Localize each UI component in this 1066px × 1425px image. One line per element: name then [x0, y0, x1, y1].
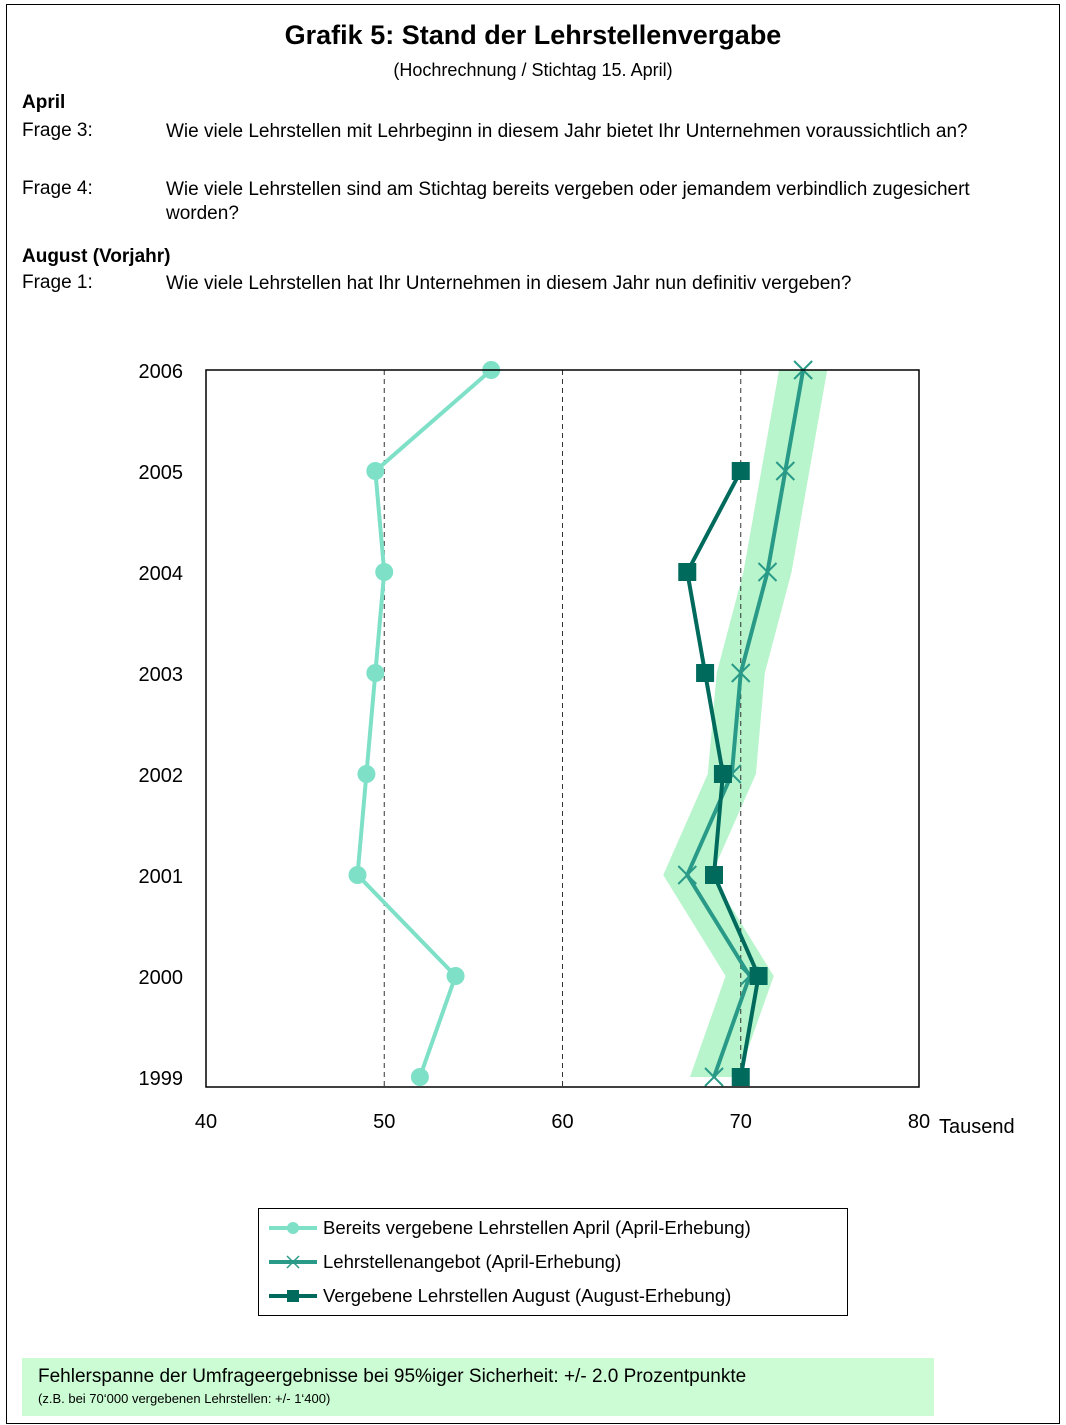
- legend-square-marker-icon: [269, 1290, 317, 1302]
- year-label-2005: 2005: [139, 462, 184, 484]
- point-1-2004: [757, 562, 778, 582]
- point-2-2005: [731, 462, 750, 480]
- question-4-text: Wie viele Lehrstellen sind am Stichtag b…: [166, 179, 970, 224]
- series-line-0: [355, 368, 493, 1078]
- legend-label: Vergebene Lehrstellen August (August-Erh…: [323, 1285, 732, 1306]
- point-0-2003: [366, 664, 385, 682]
- point-2-2003: [696, 664, 715, 682]
- point-1-2003: [731, 663, 751, 683]
- plot-area: [206, 370, 919, 1087]
- year-label-1999: 1999: [139, 1068, 184, 1090]
- legend-label: Bereits vergebene Lehrstellen April (Apr…: [323, 1217, 751, 1238]
- point-1-1999: [704, 1067, 724, 1087]
- point-0-2000: [446, 967, 465, 985]
- legend-x-marker-icon: [269, 1255, 317, 1269]
- x-tick-60: 60: [551, 1111, 573, 1133]
- point-0-2004: [375, 563, 394, 581]
- year-label-2004: 2004: [139, 563, 184, 585]
- error-margin-note: Fehlerspanne der Umfrageergebnisse bei 9…: [22, 1358, 934, 1416]
- plot-border: [205, 369, 920, 1088]
- point-2-2001: [705, 866, 724, 884]
- chart-svg: 1999 2000 2001 2002 2003 2004 2005 2006 40 50 60 70…: [139, 360, 1015, 1138]
- point-0-2001: [348, 866, 367, 884]
- point-2-2004: [678, 563, 697, 581]
- page-frame: [6, 4, 1060, 1424]
- question-1-label: Frage 1:: [22, 272, 93, 293]
- legend-item-vergebene-april: Bereits vergebene Lehrstellen April (Apr…: [267, 1213, 751, 1243]
- note-main: Fehlerspanne der Umfrageergebnisse bei 9…: [38, 1366, 747, 1387]
- chart-title: Grafik 5: Stand der Lehrstellenvergabe: [284, 20, 782, 50]
- x-tick-40: 40: [195, 1111, 217, 1133]
- x-tick-80: 80: [908, 1111, 930, 1133]
- august-header: August (Vorjahr): [22, 246, 171, 267]
- x-tick-50: 50: [373, 1111, 395, 1133]
- year-label-2000: 2000: [139, 967, 184, 989]
- legend-item-vergebene-august: Vergebene Lehrstellen August (August-Erh…: [267, 1281, 731, 1311]
- point-2-1999: [731, 1068, 750, 1086]
- legend: Bereits vergebene Lehrstellen April (Apr…: [258, 1208, 848, 1316]
- question-3-text: Wie viele Lehrstellen mit Lehrbeginn in …: [166, 121, 968, 142]
- legend-circle-marker-icon: [269, 1222, 317, 1234]
- april-header: April: [22, 92, 66, 113]
- point-0-2002: [357, 765, 376, 783]
- legend-item-angebot: Lehrstellenangebot (April-Erhebung): [267, 1247, 621, 1277]
- question-3-label: Frage 3:: [22, 120, 93, 141]
- point-0-1999: [410, 1068, 429, 1086]
- question-4-label: Frage 4:: [22, 178, 93, 199]
- year-label-2001: 2001: [139, 866, 184, 888]
- question-1-text: Wie viele Lehrstellen hat Ihr Unternehme…: [166, 273, 852, 294]
- note-sub: (z.B. bei 70‘000 vergebenen Lehrstellen:…: [38, 1391, 331, 1406]
- year-label-2006: 2006: [139, 361, 184, 383]
- series-line-1: [685, 369, 806, 1078]
- year-label-2003: 2003: [139, 664, 184, 686]
- chart-subtitle: (Hochrechnung / Stichtag 15. April): [393, 60, 673, 80]
- point-1-2005: [775, 461, 796, 481]
- point-1-2001: [677, 865, 697, 885]
- point-2-2002: [713, 765, 732, 783]
- year-label-2002: 2002: [139, 765, 184, 787]
- x-axis-label: Tausend: [939, 1116, 1015, 1138]
- point-0-2005: [366, 462, 385, 480]
- point-2-2000: [749, 967, 768, 985]
- legend-label: Lehrstellenangebot (April-Erhebung): [323, 1251, 622, 1272]
- x-tick-70: 70: [730, 1111, 752, 1133]
